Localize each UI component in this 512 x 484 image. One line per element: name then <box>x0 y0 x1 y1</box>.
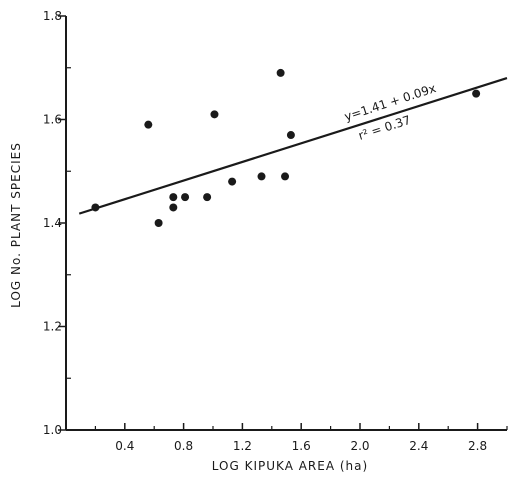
x-ticks: 0.4 0.8 1.2 1.6 2.0 2.4 2.8 <box>94 423 508 453</box>
data-point <box>210 110 219 119</box>
data-point <box>203 193 212 202</box>
x-tick-label: 2.8 <box>468 439 487 453</box>
data-point <box>181 193 190 202</box>
data-point <box>144 120 153 129</box>
data-point <box>281 172 290 181</box>
y-axis-label: LOG No. PLANT SPECIES <box>9 142 23 308</box>
y-tick-label: 1.8 <box>43 9 62 23</box>
annotations: y=1.41 + 0.09x r² = 0.37 <box>343 81 438 143</box>
x-tick-label: 1.2 <box>233 439 252 453</box>
regression-line-group <box>78 77 508 215</box>
data-point <box>91 203 100 212</box>
data-point <box>169 193 178 202</box>
y-tick-label: 1.2 <box>43 320 62 334</box>
data-points <box>91 68 481 227</box>
x-tick-label: 2.0 <box>350 439 369 453</box>
regression-equation: y=1.41 + 0.09x <box>343 81 438 124</box>
regression-line <box>78 77 508 215</box>
x-tick-label: 0.8 <box>174 439 193 453</box>
data-point <box>472 89 481 98</box>
x-tick-label: 2.4 <box>409 439 428 453</box>
y-ticks: 1.0 1.2 1.4 1.6 1.8 <box>43 9 71 437</box>
data-point <box>169 203 178 212</box>
data-point <box>154 219 163 227</box>
data-point <box>286 131 295 140</box>
x-tick-label: 0.4 <box>115 439 134 453</box>
x-axis: 0.4 0.8 1.2 1.6 2.0 2.4 2.8 LOG KIPUKA AREA (h… <box>66 423 508 473</box>
y-tick-label: 1.4 <box>43 216 62 230</box>
y-tick-label: 1.0 <box>43 423 62 437</box>
data-point <box>257 172 266 181</box>
data-point <box>228 177 237 186</box>
data-point <box>276 68 285 77</box>
x-axis-label: LOG KIPUKA AREA (ha) <box>212 459 368 473</box>
y-axis: 1.0 1.2 1.4 1.6 1.8 LOG No. PLANT SPECIES <box>9 9 71 437</box>
y-tick-label: 1.6 <box>43 113 62 127</box>
x-tick-label: 1.6 <box>292 439 311 453</box>
